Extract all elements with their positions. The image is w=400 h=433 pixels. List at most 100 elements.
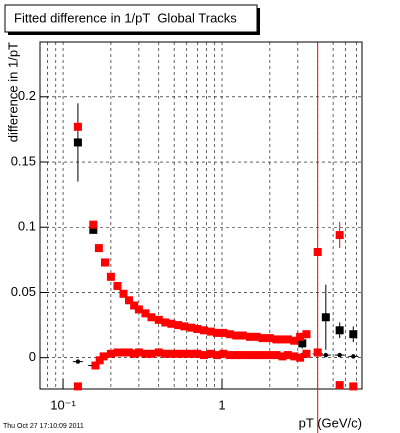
point [134, 348, 143, 357]
point [245, 351, 254, 360]
point [187, 349, 196, 358]
point [167, 319, 176, 328]
point [161, 349, 170, 358]
point [89, 225, 98, 234]
y-axis-label: difference in 1/pT [5, 42, 20, 142]
point [141, 349, 150, 358]
point [161, 318, 170, 327]
point [258, 334, 267, 343]
x-tick-label: 1 [218, 397, 225, 412]
point [154, 348, 163, 357]
point [265, 334, 274, 343]
point [91, 361, 100, 370]
point [180, 322, 189, 331]
point [187, 323, 196, 332]
point [225, 351, 234, 360]
point [238, 331, 247, 340]
point [296, 353, 305, 362]
point [167, 349, 176, 358]
point [106, 272, 115, 281]
point [106, 349, 115, 358]
point [278, 352, 287, 361]
timestamp: Thu Oct 27 17:10:09 2011 [3, 423, 84, 430]
point [119, 289, 128, 298]
point [147, 349, 156, 358]
point [219, 349, 228, 358]
point [99, 352, 108, 361]
point [290, 336, 299, 345]
point [272, 351, 281, 360]
point [89, 220, 98, 229]
point [113, 348, 122, 357]
point [193, 324, 202, 333]
point [73, 122, 82, 131]
x-axis-label: pT (GeV/c) [299, 415, 362, 430]
point [252, 351, 261, 360]
point [147, 313, 156, 322]
point [335, 381, 344, 390]
point [125, 348, 134, 357]
point [252, 332, 261, 341]
point [73, 138, 82, 147]
point [219, 328, 228, 337]
point [349, 382, 358, 391]
point [335, 231, 344, 240]
point [351, 354, 356, 359]
point [323, 352, 329, 358]
point [141, 309, 150, 318]
point [298, 339, 307, 348]
point [225, 330, 234, 339]
point [349, 330, 358, 339]
point [283, 335, 292, 344]
point [258, 351, 267, 360]
y-tick-label: 0.05 [11, 284, 36, 299]
point [125, 296, 134, 305]
plot-frame [39, 41, 363, 390]
point [174, 349, 183, 358]
point [130, 349, 139, 358]
title-box [4, 4, 258, 33]
point [232, 331, 241, 340]
point [302, 349, 311, 358]
y-tick-label: 0.15 [11, 153, 36, 168]
point [174, 321, 183, 330]
point [180, 349, 189, 358]
point [238, 351, 247, 360]
point [199, 326, 208, 335]
point [199, 351, 208, 360]
point [296, 332, 305, 341]
point [302, 330, 311, 339]
point [313, 248, 322, 257]
point [313, 348, 322, 357]
point [94, 244, 103, 253]
point [134, 305, 143, 314]
point [73, 382, 82, 391]
point [272, 335, 281, 344]
point [265, 351, 274, 360]
point [193, 349, 202, 358]
chart-title: Fitted difference in 1/pT Global Tracks [14, 10, 237, 25]
point [113, 281, 122, 290]
point [283, 351, 292, 360]
point [154, 315, 163, 324]
point [130, 301, 139, 310]
point [101, 258, 110, 267]
y-tick-label: 0 [29, 349, 36, 364]
y-tick-label: 0.2 [18, 88, 36, 103]
y-tick-label: 0.1 [18, 219, 36, 234]
point [232, 351, 241, 360]
point [75, 359, 81, 364]
point [212, 351, 221, 360]
point [278, 335, 287, 344]
point [245, 332, 254, 341]
point [206, 349, 215, 358]
point [337, 352, 342, 358]
point [119, 348, 128, 357]
x-tick-label: 10⁻¹ [50, 397, 76, 412]
point [290, 352, 299, 361]
point [212, 328, 221, 337]
point [206, 327, 215, 336]
